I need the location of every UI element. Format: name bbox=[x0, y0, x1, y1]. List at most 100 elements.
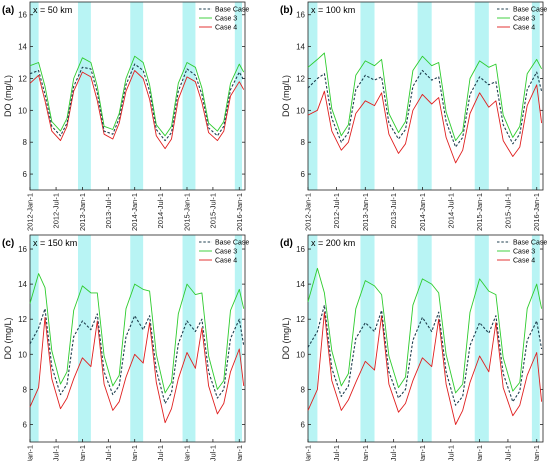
x-tick-label: 2012-Jan-1 bbox=[26, 445, 35, 461]
legend-label: Base Case bbox=[513, 7, 547, 14]
x-tick-label: 2014-Jan-1 bbox=[418, 193, 427, 231]
legend-label: Case 3 bbox=[215, 16, 237, 23]
plot-frame bbox=[29, 1, 246, 191]
shaded-period bbox=[360, 2, 375, 190]
x-tick-label: 2014-Jul-1 bbox=[156, 193, 165, 228]
y-tick-label: 16 bbox=[296, 11, 305, 20]
x-tick-label: 2012-Jan-1 bbox=[304, 193, 313, 231]
x-tick-label: 2012-Jul-1 bbox=[52, 445, 61, 461]
y-tick-label: 12 bbox=[296, 74, 305, 83]
x-tick-label: 2012-Jul-1 bbox=[332, 445, 341, 461]
series-line bbox=[307, 69, 543, 148]
x-tick-label: 2015-Jul-1 bbox=[208, 445, 217, 461]
legend-label: Case 4 bbox=[513, 25, 535, 32]
x-tick-label: 2015-Jan-1 bbox=[182, 193, 191, 231]
x-tick-label: 2014-Jan-1 bbox=[130, 193, 139, 231]
legend-label: Base Case bbox=[215, 7, 249, 14]
chart-panel: 6 8 10 12 14 16 DO (mg/L) 2012-Jan-1 2012-Jul-1 2… bbox=[2, 1, 249, 231]
y-tick-label: 8 bbox=[301, 385, 306, 394]
series-line bbox=[307, 52, 542, 142]
shaded-period bbox=[77, 2, 91, 190]
x-tick-label: 2015-Jul-1 bbox=[503, 193, 512, 228]
legend-label: Case 3 bbox=[215, 249, 237, 256]
y-axis-label: DO (mg/L) bbox=[281, 317, 291, 359]
location-annotation: x = 150 km bbox=[33, 238, 77, 248]
location-annotation: x = 100 km bbox=[311, 5, 355, 15]
shaded-period bbox=[130, 2, 144, 190]
x-tick-label: 2013-Jul-1 bbox=[104, 193, 113, 228]
panel-label: (a) bbox=[2, 5, 14, 16]
panel-label: (b) bbox=[280, 5, 293, 16]
shaded-period bbox=[30, 235, 39, 442]
y-tick-label: 10 bbox=[18, 350, 27, 359]
shaded-period bbox=[308, 2, 318, 190]
x-tick-label: 2015-Jan-1 bbox=[475, 445, 484, 461]
y-tick-label: 8 bbox=[23, 385, 28, 394]
chart-panel: 6 8 10 12 14 16 DO (mg/L) 2012-Jan-1 2012-Jul-1 2… bbox=[280, 1, 547, 231]
shaded-period bbox=[417, 2, 432, 190]
y-tick-label: 14 bbox=[18, 280, 27, 289]
legend-label: Case 4 bbox=[215, 25, 237, 32]
y-tick-label: 16 bbox=[18, 11, 27, 20]
shaded-period bbox=[30, 2, 39, 190]
y-tick-label: 6 bbox=[301, 170, 306, 179]
y-tick-label: 14 bbox=[18, 43, 27, 52]
y-tick-label: 10 bbox=[18, 106, 27, 115]
chart-panel: 6 8 10 12 14 16 DO (mg/L) 2012-Jan-1 2012-Jul-1 2… bbox=[2, 234, 249, 461]
legend-label: Case 4 bbox=[215, 258, 237, 265]
x-tick-label: 2014-Jul-1 bbox=[446, 445, 455, 461]
x-tick-label: 2015-Jan-1 bbox=[475, 193, 484, 231]
series-line bbox=[29, 63, 245, 142]
x-tick-label: 2013-Jan-1 bbox=[78, 445, 87, 461]
shaded-period bbox=[417, 235, 432, 442]
plot-frame bbox=[307, 234, 544, 443]
y-tick-label: 8 bbox=[23, 138, 28, 147]
y-tick-label: 10 bbox=[296, 106, 305, 115]
shaded-period bbox=[130, 235, 144, 442]
y-tick-label: 16 bbox=[18, 245, 27, 254]
location-annotation: x = 200 km bbox=[311, 238, 355, 248]
x-tick-label: 2016-Jan-1 bbox=[235, 193, 244, 231]
x-tick-label: 2013-Jan-1 bbox=[78, 193, 87, 231]
shaded-period bbox=[182, 2, 196, 190]
x-tick-label: 2012-Jan-1 bbox=[304, 445, 313, 461]
x-tick-label: 2014-Jul-1 bbox=[446, 193, 455, 228]
plot-frame bbox=[29, 234, 246, 443]
x-tick-label: 2015-Jul-1 bbox=[503, 445, 512, 461]
shaded-period bbox=[531, 2, 540, 190]
legend-label: Case 3 bbox=[513, 249, 535, 256]
y-tick-label: 12 bbox=[18, 74, 27, 83]
shaded-period bbox=[531, 235, 540, 442]
x-tick-label: 2016-Jan-1 bbox=[532, 193, 541, 231]
x-tick-label: 2015-Jul-1 bbox=[208, 193, 217, 228]
x-tick-label: 2013-Jul-1 bbox=[104, 445, 113, 461]
x-tick-label: 2016-Jan-1 bbox=[532, 445, 541, 461]
x-tick-label: 2013-Jan-1 bbox=[361, 445, 370, 461]
shaded-period bbox=[182, 235, 196, 442]
legend-label: Base Case bbox=[513, 240, 547, 247]
y-tick-label: 6 bbox=[23, 170, 28, 179]
legend-label: Case 3 bbox=[513, 16, 535, 23]
series-line bbox=[307, 84, 543, 164]
y-axis-label: DO (mg/L) bbox=[3, 317, 13, 359]
y-tick-label: 6 bbox=[23, 420, 28, 429]
x-tick-label: 2013-Jul-1 bbox=[389, 193, 398, 228]
series-line bbox=[29, 70, 245, 150]
series-line bbox=[307, 304, 543, 406]
x-tick-label: 2013-Jan-1 bbox=[361, 193, 370, 231]
legend-label: Case 4 bbox=[513, 258, 535, 265]
location-annotation: x = 50 km bbox=[33, 5, 72, 15]
shaded-period bbox=[474, 235, 489, 442]
y-tick-label: 12 bbox=[296, 315, 305, 324]
y-tick-label: 14 bbox=[296, 43, 305, 52]
plot-frame bbox=[307, 1, 544, 191]
shaded-period bbox=[234, 2, 242, 190]
legend-label: Base Case bbox=[215, 240, 249, 247]
shaded-period bbox=[360, 235, 375, 442]
y-tick-label: 12 bbox=[18, 315, 27, 324]
x-tick-label: 2014-Jul-1 bbox=[156, 445, 165, 461]
x-tick-label: 2012-Jan-1 bbox=[26, 193, 35, 231]
panel-label: (c) bbox=[2, 238, 14, 249]
y-tick-label: 14 bbox=[296, 280, 305, 289]
